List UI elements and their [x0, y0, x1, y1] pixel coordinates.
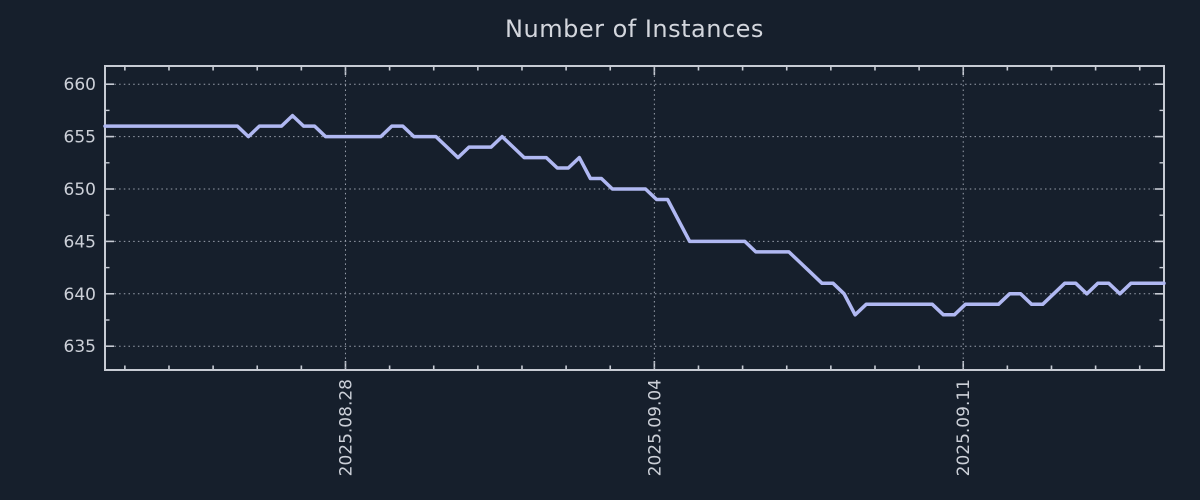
- chart-title: Number of Instances: [505, 15, 764, 43]
- x-tick-label: 2025.09.11: [954, 379, 974, 476]
- x-tick-label: 2025.08.28: [336, 379, 356, 476]
- y-tick-label: 650: [64, 180, 96, 200]
- y-tick-label: 645: [64, 232, 96, 252]
- y-tick-label: 635: [64, 337, 96, 357]
- y-tick-label: 640: [64, 285, 96, 305]
- y-tick-label: 660: [64, 75, 96, 95]
- plot-border: [104, 65, 1165, 371]
- x-tick-label: 2025.09.04: [645, 379, 665, 476]
- instances-series-line: [103, 113, 1166, 317]
- y-tick-label: 655: [64, 128, 96, 148]
